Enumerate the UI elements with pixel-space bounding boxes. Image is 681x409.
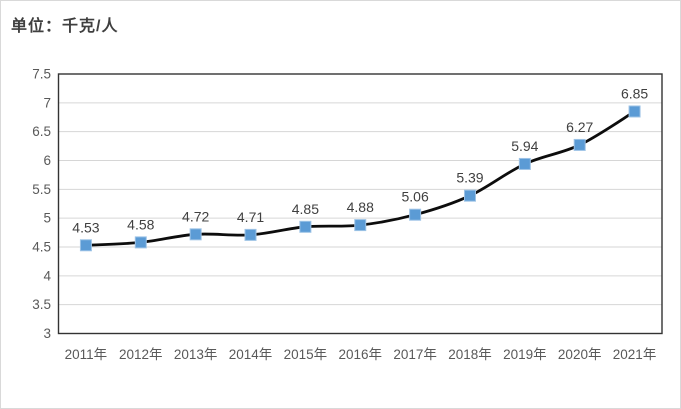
- x-axis-tick-label: 2013年: [174, 347, 218, 362]
- data-point-label: 4.85: [292, 201, 319, 217]
- y-axis-tick-label: 6: [43, 153, 51, 168]
- x-axis-tick-label: 2011年: [65, 347, 108, 362]
- x-axis-tick-label: 2015年: [284, 347, 328, 362]
- x-axis-tick-label: 2016年: [338, 347, 382, 362]
- data-point-label: 4.58: [127, 216, 154, 232]
- x-axis-tick-label: 2020年: [558, 347, 602, 362]
- data-point-label: 4.88: [347, 199, 374, 215]
- data-point-label: 4.71: [237, 209, 264, 225]
- data-point-marker: [189, 228, 202, 241]
- y-axis-tick-label: 4.5: [32, 240, 51, 255]
- y-axis-tick-label: 5.5: [32, 182, 51, 197]
- data-point-marker: [628, 105, 641, 118]
- data-point-label: 5.06: [401, 189, 428, 205]
- x-axis-tick-label: 2017年: [393, 347, 437, 362]
- x-axis-tick-label: 2014年: [229, 347, 273, 362]
- y-axis-tick-label: 6.5: [32, 124, 51, 139]
- data-point-marker: [299, 220, 312, 233]
- y-axis-tick-label: 3.5: [32, 297, 51, 312]
- data-point-marker: [79, 239, 92, 252]
- data-point-marker: [518, 157, 531, 170]
- plot-area-border: [57, 73, 663, 335]
- data-point-marker: [409, 208, 422, 221]
- data-point-label: 5.39: [456, 170, 483, 186]
- x-axis-tick-label: 2012年: [119, 347, 163, 362]
- y-axis-tick-label: 5: [43, 211, 51, 226]
- data-point-marker: [573, 138, 586, 151]
- x-axis-tick-label: 2019年: [503, 347, 547, 362]
- y-axis-tick-label: 7: [43, 95, 51, 110]
- x-axis-tick-label: 2021年: [613, 347, 657, 362]
- data-point-marker: [244, 228, 257, 241]
- data-point-label: 4.72: [182, 208, 209, 224]
- data-point-label: 4.53: [72, 219, 99, 235]
- data-point-marker: [463, 189, 476, 202]
- y-axis-tick-label: 4: [43, 268, 51, 283]
- data-point-label: 5.94: [511, 138, 538, 154]
- data-point-marker: [354, 219, 367, 232]
- data-point-marker: [134, 236, 147, 249]
- chart-unit-label: 单位：千克/人: [11, 18, 119, 35]
- y-axis-tick-label: 7.5: [32, 67, 51, 82]
- data-point-label: 6.27: [566, 119, 593, 135]
- x-axis-tick-label: 2018年: [448, 347, 492, 362]
- data-point-label: 6.85: [621, 85, 648, 101]
- y-axis-tick-label: 3: [43, 326, 51, 341]
